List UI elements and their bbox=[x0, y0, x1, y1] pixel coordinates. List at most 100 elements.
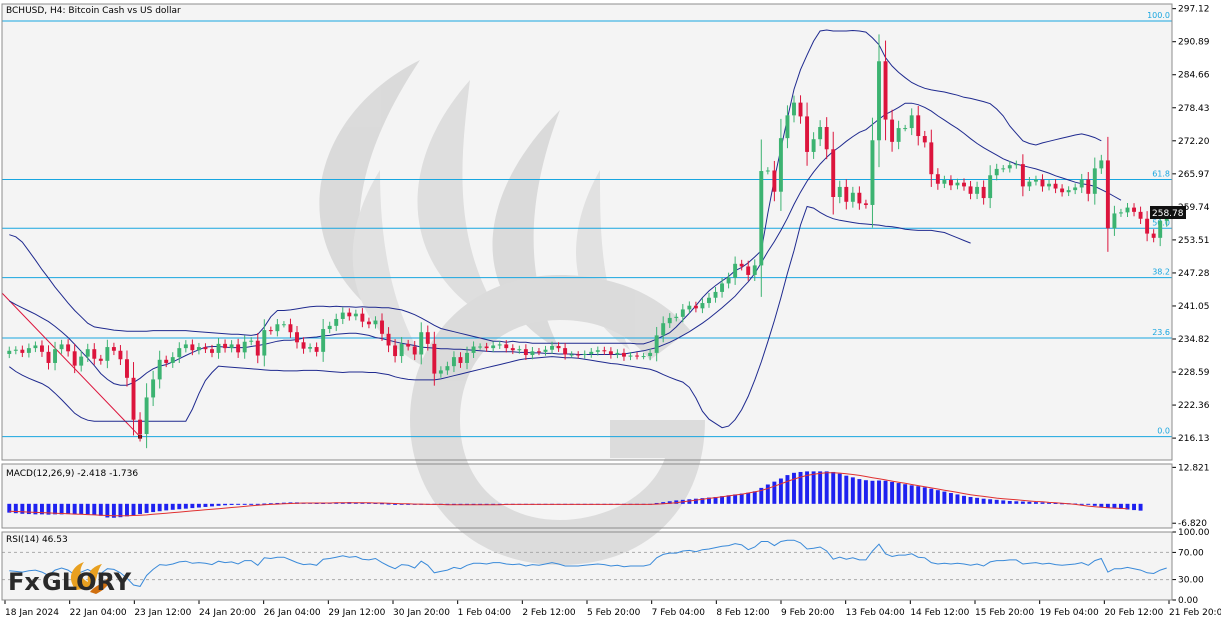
macd-bar bbox=[1138, 503, 1143, 511]
macd-bar bbox=[798, 471, 803, 504]
candle bbox=[739, 259, 744, 271]
candle bbox=[203, 343, 208, 353]
rsi-panel-frame bbox=[1, 531, 1173, 601]
candle bbox=[622, 348, 626, 361]
candle bbox=[419, 322, 424, 365]
candle bbox=[1125, 202, 1130, 217]
candle-body bbox=[46, 351, 51, 363]
candle-body bbox=[1112, 213, 1117, 229]
candle bbox=[340, 307, 345, 325]
price-axis-label: 234.82 bbox=[1178, 335, 1210, 345]
candle-body bbox=[236, 344, 241, 353]
fib-label: 38.2 bbox=[1152, 268, 1170, 277]
macd-bar bbox=[811, 471, 816, 504]
candle-body bbox=[340, 312, 345, 319]
macd-bar bbox=[654, 502, 659, 504]
macd-bar bbox=[857, 479, 862, 504]
candle-body bbox=[517, 349, 522, 351]
macd-bar bbox=[922, 487, 927, 504]
candle bbox=[216, 337, 221, 359]
macd-bar bbox=[883, 480, 888, 504]
candle bbox=[720, 277, 725, 298]
candle-body bbox=[1099, 160, 1104, 169]
candle-body bbox=[33, 345, 38, 349]
candle-body bbox=[465, 352, 469, 363]
candle-body bbox=[896, 128, 901, 142]
macd-bar bbox=[216, 503, 221, 506]
candle-body bbox=[752, 265, 757, 275]
candle bbox=[994, 163, 999, 181]
candle-body bbox=[661, 323, 666, 336]
candle bbox=[438, 366, 443, 378]
candle bbox=[85, 343, 90, 363]
candle bbox=[353, 309, 358, 321]
candle bbox=[765, 167, 770, 175]
macd-bar bbox=[118, 503, 123, 518]
candle bbox=[608, 347, 613, 359]
macd-bar bbox=[955, 494, 960, 504]
price-axis-label: 290.89 bbox=[1178, 38, 1210, 48]
candle bbox=[883, 40, 888, 141]
candle bbox=[40, 340, 44, 357]
macd-bar bbox=[92, 503, 97, 515]
macd-bar bbox=[138, 503, 143, 515]
candle bbox=[641, 352, 646, 360]
time-axis-label: 15 Feb 20:00 bbox=[975, 608, 1034, 618]
candle bbox=[1086, 172, 1091, 202]
candle-body bbox=[347, 312, 352, 317]
candle-body bbox=[1053, 183, 1058, 189]
candle-body bbox=[818, 127, 823, 140]
candle bbox=[262, 319, 267, 367]
candle-body bbox=[1138, 211, 1143, 219]
candle bbox=[510, 344, 515, 355]
candle-body bbox=[968, 186, 973, 194]
candle bbox=[687, 301, 692, 314]
macd-bar bbox=[988, 499, 993, 504]
macd-bar bbox=[1118, 503, 1123, 509]
candle bbox=[164, 355, 169, 368]
candle-body bbox=[445, 366, 450, 371]
macd-bar bbox=[151, 503, 156, 513]
macd-bar bbox=[1105, 503, 1110, 508]
candle-body bbox=[1033, 179, 1038, 182]
candle bbox=[922, 130, 927, 148]
candle bbox=[805, 102, 810, 166]
candle-body bbox=[1132, 207, 1136, 212]
macd-bar bbox=[818, 471, 823, 504]
candle-body bbox=[425, 332, 430, 344]
candle-body bbox=[458, 357, 463, 363]
macd-bar bbox=[20, 503, 25, 514]
macd-bar bbox=[249, 503, 254, 505]
candle-body bbox=[1145, 218, 1150, 234]
candle bbox=[975, 181, 980, 200]
candle-body bbox=[1073, 187, 1078, 191]
candle-body bbox=[1105, 160, 1110, 229]
candle bbox=[857, 186, 862, 210]
candle-body bbox=[942, 180, 947, 184]
candle bbox=[451, 351, 456, 373]
candle-body bbox=[26, 348, 31, 353]
candle-body bbox=[386, 333, 391, 346]
candle bbox=[72, 343, 77, 374]
chart-title: BCHUSD, H4: Bitcoin Cash vs US dollar bbox=[6, 6, 181, 16]
candle-body bbox=[988, 175, 993, 199]
fxglory-logo: Fx GLORY bbox=[6, 560, 166, 618]
fib-label: 0.0 bbox=[1157, 427, 1170, 436]
candle-body bbox=[595, 350, 600, 352]
time-axis-label: 1 Feb 04:00 bbox=[458, 608, 512, 618]
macd-bar bbox=[386, 503, 391, 505]
candle-body bbox=[275, 324, 280, 332]
candle bbox=[1027, 177, 1032, 192]
candle bbox=[373, 316, 378, 329]
candle-body bbox=[85, 349, 90, 357]
candle-body bbox=[962, 182, 966, 187]
macd-bar bbox=[707, 497, 711, 504]
candle bbox=[746, 260, 751, 281]
candle-body bbox=[59, 344, 64, 350]
candle-body bbox=[792, 102, 796, 116]
candle-body bbox=[157, 359, 162, 380]
candle bbox=[589, 348, 594, 358]
candle-body bbox=[190, 344, 195, 351]
candle-body bbox=[1079, 179, 1084, 188]
candle bbox=[785, 105, 790, 149]
